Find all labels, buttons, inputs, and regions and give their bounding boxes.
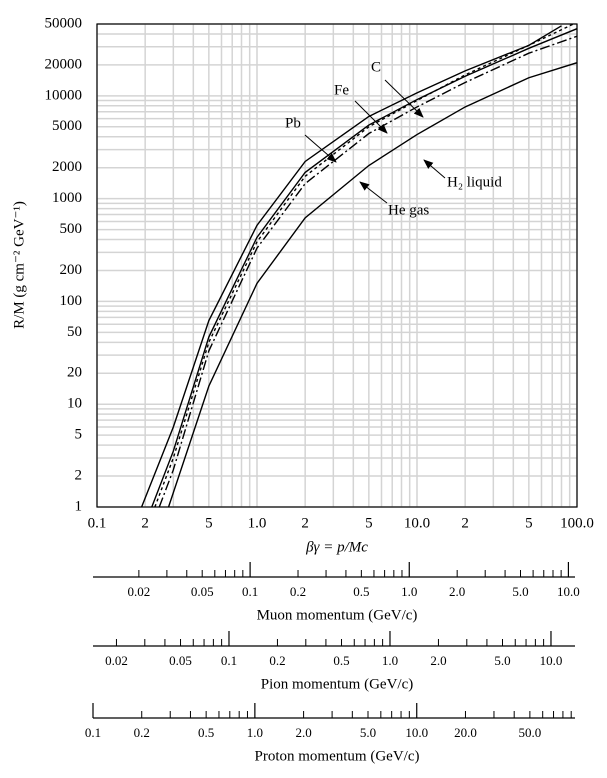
curve-label: He gas bbox=[388, 202, 429, 218]
tick-label: 0.1 bbox=[242, 584, 258, 599]
plot-frame bbox=[96, 23, 578, 508]
curve-label: C bbox=[371, 59, 381, 75]
tick-label: 2.0 bbox=[449, 584, 465, 599]
y-tick-label: 10 bbox=[67, 396, 82, 412]
y-axis-label: R/M (g cm⁻² GeV⁻¹) bbox=[11, 201, 27, 329]
tick-label: 1.0 bbox=[247, 725, 263, 740]
x-tick-label: 5 bbox=[365, 515, 373, 531]
arrow bbox=[384, 79, 424, 118]
x-tick-label: 100.0 bbox=[560, 515, 594, 531]
tick-label: 0.2 bbox=[134, 725, 150, 740]
tick-label: 0.2 bbox=[290, 584, 306, 599]
curve bbox=[151, 28, 577, 507]
x-tick-label: 1.0 bbox=[248, 515, 267, 531]
tick-label: 0.2 bbox=[269, 653, 285, 668]
tick-label: 0.05 bbox=[169, 653, 192, 668]
curve-label: H₂ liquid bbox=[447, 174, 502, 190]
tick-label: 1.0 bbox=[382, 653, 398, 668]
tick-label: 2.0 bbox=[295, 725, 311, 740]
x-axis-label: βγ = p/Mc bbox=[305, 539, 368, 555]
y-tick-label: 5000 bbox=[52, 118, 82, 134]
y-tick-label: 20 bbox=[67, 365, 82, 381]
y-tick-label: 2000 bbox=[52, 159, 82, 175]
tick-label: 1.0 bbox=[401, 584, 417, 599]
curve-label: Fe bbox=[334, 82, 349, 98]
curves bbox=[140, 24, 577, 507]
y-tick-label: 100 bbox=[60, 293, 83, 309]
x-tick-label: 10.0 bbox=[404, 515, 430, 531]
tick-label: 0.5 bbox=[198, 725, 214, 740]
arrow bbox=[359, 181, 388, 204]
y-tick-label: 20000 bbox=[45, 56, 83, 72]
tick-label: 2.0 bbox=[430, 653, 446, 668]
y-tick-label: 1000 bbox=[52, 190, 82, 206]
annotations: Pb Fe C He gas H₂ liquid bbox=[285, 59, 502, 218]
axis-title: Proton momentum (GeV/c) bbox=[255, 748, 420, 764]
tick-label: 20.0 bbox=[454, 725, 477, 740]
axis-title: Pion momentum (GeV/c) bbox=[261, 676, 413, 692]
y-tick-label: 500 bbox=[60, 221, 83, 237]
curve bbox=[140, 25, 562, 507]
tick-label: 50.0 bbox=[519, 725, 542, 740]
momentum-axes: 0.02 0.05 0.1 0.2 0.5 1.0 2.0 5.0 10.0 Muon momen… bbox=[85, 562, 580, 764]
x-tick-label: 5 bbox=[525, 515, 533, 531]
axis-title: Muon momentum (GeV/c) bbox=[257, 607, 418, 623]
curve-label: Pb bbox=[285, 115, 301, 131]
tick-label: 10.0 bbox=[540, 653, 563, 668]
tick-label: 0.02 bbox=[105, 653, 128, 668]
y-tick-label: 200 bbox=[60, 262, 83, 278]
y-tick-label: 5 bbox=[75, 427, 83, 443]
x-tick-label: 2 bbox=[461, 515, 469, 531]
arrow bbox=[354, 100, 388, 134]
arrow bbox=[304, 134, 337, 163]
x-tick-label: 2 bbox=[141, 515, 149, 531]
tick-label: 5.0 bbox=[512, 584, 528, 599]
tick-label: 10.0 bbox=[405, 725, 428, 740]
y-tick-label: 50000 bbox=[45, 15, 83, 31]
tick-label: 10.0 bbox=[557, 584, 580, 599]
tick-label: 0.5 bbox=[333, 653, 349, 668]
x-tick-label: 0.1 bbox=[88, 515, 107, 531]
x-tick-label: 5 bbox=[205, 515, 213, 531]
curve bbox=[158, 35, 577, 507]
tick-label: 0.1 bbox=[85, 725, 101, 740]
tick-label: 5.0 bbox=[360, 725, 376, 740]
tick-label: 0.02 bbox=[127, 584, 150, 599]
y-tick-label: 50 bbox=[67, 324, 82, 340]
curve bbox=[167, 62, 577, 507]
y-tick-label: 10000 bbox=[45, 87, 83, 103]
y-tick-label: 1 bbox=[75, 498, 83, 514]
tick-label: 0.05 bbox=[191, 584, 214, 599]
tick-label: 5.0 bbox=[494, 653, 510, 668]
arrow bbox=[423, 159, 446, 179]
y-tick-label: 2 bbox=[75, 467, 83, 483]
tick-label: 0.1 bbox=[221, 653, 237, 668]
x-tick-label: 2 bbox=[301, 515, 309, 531]
tick-label: 0.5 bbox=[353, 584, 369, 599]
